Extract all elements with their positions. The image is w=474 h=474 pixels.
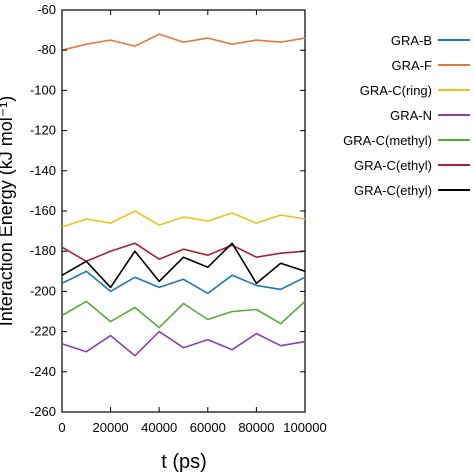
legend-label: GRA-F	[392, 58, 433, 73]
x-tick-label: 60000	[190, 420, 226, 435]
y-tick-label: -160	[30, 203, 56, 218]
x-tick-label: 20000	[93, 420, 129, 435]
series-line-1	[61, 270, 306, 295]
y-tick-label: -180	[30, 243, 56, 258]
x-tick-label: 0	[58, 420, 65, 435]
y-tick-label: -60	[37, 2, 56, 17]
series-line-7	[61, 242, 306, 289]
y-axis: -60 -80 -100 -120 -140 -160 -180 -200 -220 -240 -2…	[30, 2, 305, 419]
legend-label: GRA-N	[390, 108, 432, 123]
y-tick-label: -220	[30, 324, 56, 339]
y-tick-label: -200	[30, 283, 56, 298]
legend-label: GRA-C(ethyl)	[354, 183, 432, 198]
series-line-6	[61, 242, 306, 263]
series-line-3	[61, 210, 306, 228]
y-tick-label: -120	[30, 123, 56, 138]
legend-label: GRA-B	[391, 33, 432, 48]
x-axis: 0 20000 40000 60000 80000 100000	[58, 10, 327, 435]
series-line-4	[61, 330, 306, 357]
legend: GRA-B GRA-F GRA-C(ring) GRA-N GRA-C(methyl) G…	[343, 33, 470, 198]
x-tick-label: 40000	[141, 420, 177, 435]
x-axis-title: t (ps)	[161, 451, 207, 473]
plot-frame	[61, 9, 306, 413]
x-tick-label: 80000	[238, 420, 274, 435]
series-line-5	[61, 300, 306, 329]
y-axis-title: Interaction Energy (kJ mol⁻¹)	[0, 96, 16, 327]
x-tick-label: 100000	[283, 420, 326, 435]
series-line-2	[61, 33, 306, 51]
legend-label: GRA-C(ring)	[360, 83, 432, 98]
y-tick-label: -80	[37, 42, 56, 57]
y-tick-label: -140	[30, 163, 56, 178]
y-tick-label: -260	[30, 404, 56, 419]
y-tick-label: -100	[30, 82, 56, 97]
y-tick-label: -240	[30, 364, 56, 379]
series-group	[61, 33, 306, 357]
legend-label: GRA-C(ethyl)	[354, 158, 432, 173]
legend-label: GRA-C(methyl)	[343, 133, 432, 148]
